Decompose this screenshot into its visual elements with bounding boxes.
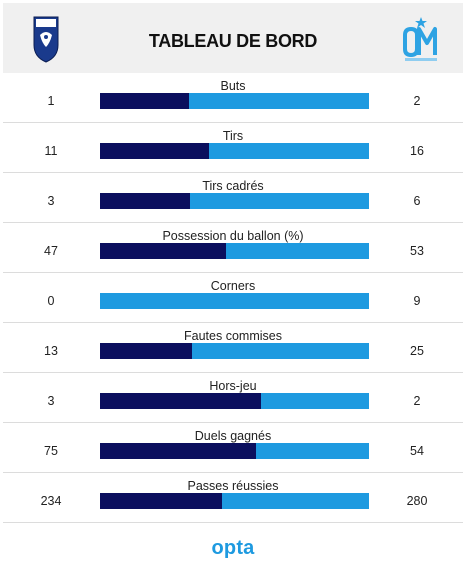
- stat-away-value: 53: [410, 244, 424, 258]
- stat-label: Corners: [210, 279, 256, 293]
- stat-home-value: 0: [47, 294, 55, 308]
- stat-home-value: 3: [47, 394, 55, 408]
- opta-logo: opta: [211, 537, 255, 559]
- stat-away-value: 9: [413, 294, 421, 308]
- stat-away-value: 16: [410, 144, 424, 158]
- stat-label: Possession du ballon (%): [162, 229, 304, 243]
- stat-label: Tirs: [222, 129, 244, 143]
- stat-home-bar: [100, 493, 223, 509]
- stat-home-value: 3: [47, 194, 55, 208]
- stat-row: Corners 0 9: [3, 273, 463, 323]
- stat-home-value: 47: [44, 244, 58, 258]
- stat-away-value: 2: [413, 394, 421, 408]
- stat-row: Duels gagnés 75 54: [3, 423, 463, 473]
- stat-row: Buts 1 2: [3, 73, 463, 123]
- stats-list: Buts 1 2 Tirs 11 16 Tirs cadrés 3 6 Possession du…: [3, 73, 463, 523]
- stat-comparison-bar: [100, 393, 369, 409]
- dashboard-header: TABLEAU DE BORD: [3, 3, 463, 73]
- stat-label: Passes réussies: [187, 479, 279, 493]
- stat-home-bar: [100, 243, 227, 259]
- stat-label: Hors-jeu: [209, 379, 257, 393]
- stat-comparison-bar: [100, 93, 369, 109]
- stat-away-value: 6: [413, 194, 421, 208]
- stat-away-value: 54: [410, 444, 424, 458]
- stat-home-value: 234: [40, 494, 62, 508]
- stat-home-bar: [100, 443, 257, 459]
- stat-comparison-bar: [100, 293, 369, 309]
- stat-row: Tirs 11 16: [3, 123, 463, 173]
- stat-home-bar: [100, 143, 210, 159]
- stat-comparison-bar: [100, 343, 369, 359]
- sc-bastia-logo: [33, 16, 59, 63]
- stat-home-value: 75: [44, 444, 58, 458]
- stat-comparison-bar: [100, 443, 369, 459]
- stat-label: Fautes commises: [184, 329, 282, 343]
- stat-label: Buts: [220, 79, 246, 93]
- stat-comparison-bar: [100, 243, 369, 259]
- stat-row: Passes réussies 234 280: [3, 473, 463, 523]
- stat-row: Hors-jeu 3 2: [3, 373, 463, 423]
- om-logo: [403, 17, 437, 61]
- stat-label: Duels gagnés: [194, 429, 272, 443]
- stat-away-value: 2: [413, 94, 421, 108]
- stat-row: Possession du ballon (%) 47 53: [3, 223, 463, 273]
- stat-home-bar: [100, 393, 262, 409]
- stat-comparison-bar: [100, 193, 369, 209]
- stat-away-value: 280: [406, 494, 428, 508]
- stat-comparison-bar: [100, 143, 369, 159]
- stat-home-value: 1: [47, 94, 55, 108]
- stat-home-value: 11: [44, 144, 58, 158]
- stat-row: Tirs cadrés 3 6: [3, 173, 463, 223]
- stat-comparison-bar: [100, 493, 369, 509]
- stat-home-bar: [100, 343, 192, 359]
- stat-label: Tirs cadrés: [202, 179, 264, 193]
- stat-home-value: 13: [44, 344, 58, 358]
- stat-home-bar: [100, 93, 189, 109]
- page-title: TABLEAU DE BORD: [148, 31, 318, 51]
- stat-row: Fautes commises 13 25: [3, 323, 463, 373]
- stat-home-bar: [100, 193, 190, 209]
- stat-away-value: 25: [410, 344, 424, 358]
